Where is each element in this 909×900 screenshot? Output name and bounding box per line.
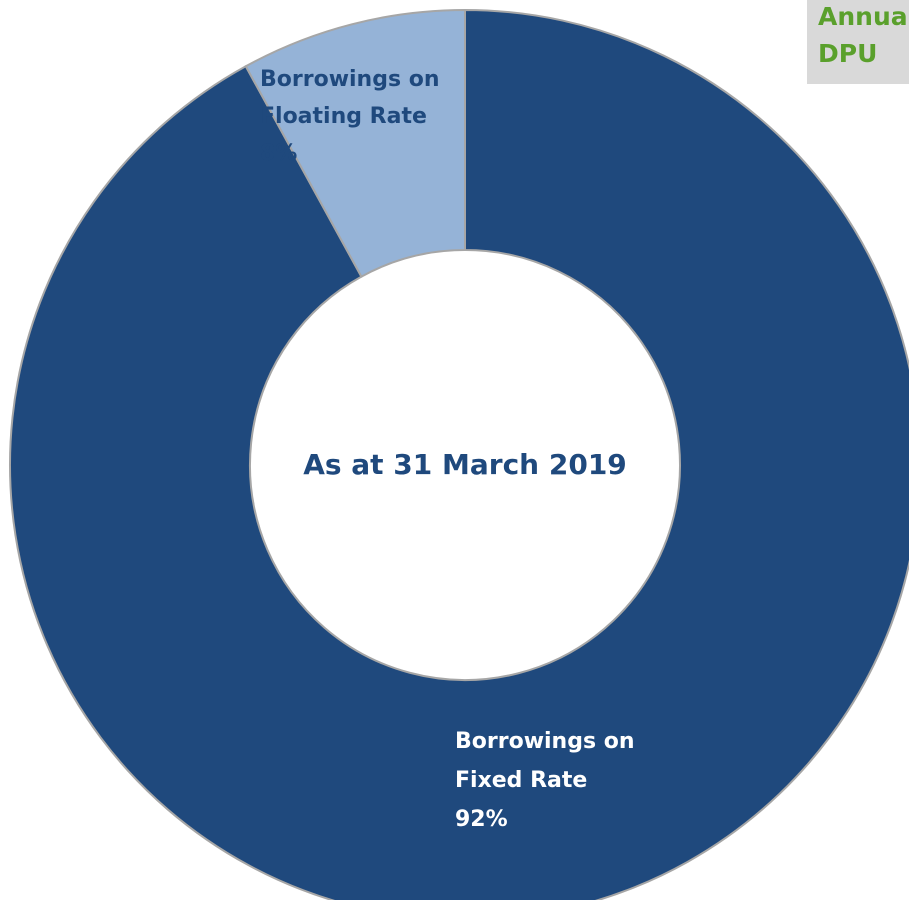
floating-rate-label-line2: Floating Rate [260,104,427,129]
fixed-rate-label-line1: Borrowings on [455,729,635,754]
slice-floating-rate [244,8,466,278]
slice-fixed-rate [9,8,909,900]
center-label: As at 31 March 2019 [303,448,627,481]
annual-dpu-title-line2: DPU [818,39,878,68]
floating-rate-percent: 8% [260,141,297,166]
annual-dpu-title-line1: Annual [818,2,909,31]
annual-dpu-panel: Annual DPU [807,0,909,84]
floating-rate-label-line1: Borrowings on [260,67,440,92]
fixed-rate-percent: 92% [455,807,508,832]
fixed-rate-label-line2: Fixed Rate [455,768,587,793]
